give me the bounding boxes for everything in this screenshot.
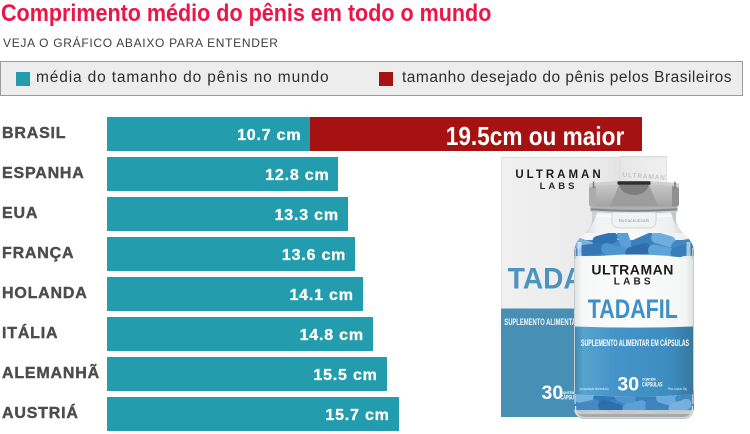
svg-text:30: 30	[617, 373, 639, 395]
svg-text:CONTÉM: CONTÉM	[561, 390, 576, 395]
svg-text:ULTRAMAN: ULTRAMAN	[622, 172, 666, 182]
svg-text:TADAFIL: TADAFIL	[588, 294, 678, 324]
svg-text:CONTÉM: CONTÉM	[642, 377, 656, 382]
svg-text:SUPLEMENTO ALIMENTAR EM CÁPSUL: SUPLEMENTO ALIMENTAR EM CÁPSULAS	[504, 317, 624, 328]
svg-text:30: 30	[542, 382, 564, 404]
svg-text:Peso Líquido 30g: Peso Líquido 30g	[668, 387, 687, 391]
svg-text:CÁPSULAS: CÁPSULAS	[642, 381, 663, 388]
svg-text:ULTRAMAN: ULTRAMAN	[515, 169, 603, 181]
svg-text:Nutraceuticals: Nutraceuticals	[619, 218, 650, 223]
svg-text:(composição alimentícia): (composição alimentícia)	[580, 387, 609, 391]
svg-text:SUPLEMENTO ALIMENTAR EM CÁPSUL: SUPLEMENTO ALIMENTAR EM CÁPSULAS	[581, 338, 689, 348]
svg-text:LABS: LABS	[614, 276, 654, 287]
svg-text:LABS: LABS	[540, 181, 578, 192]
svg-text:CÁPSULAS: CÁPSULAS	[561, 395, 582, 402]
svg-text:ULTRAMAN: ULTRAMAN	[591, 261, 673, 277]
